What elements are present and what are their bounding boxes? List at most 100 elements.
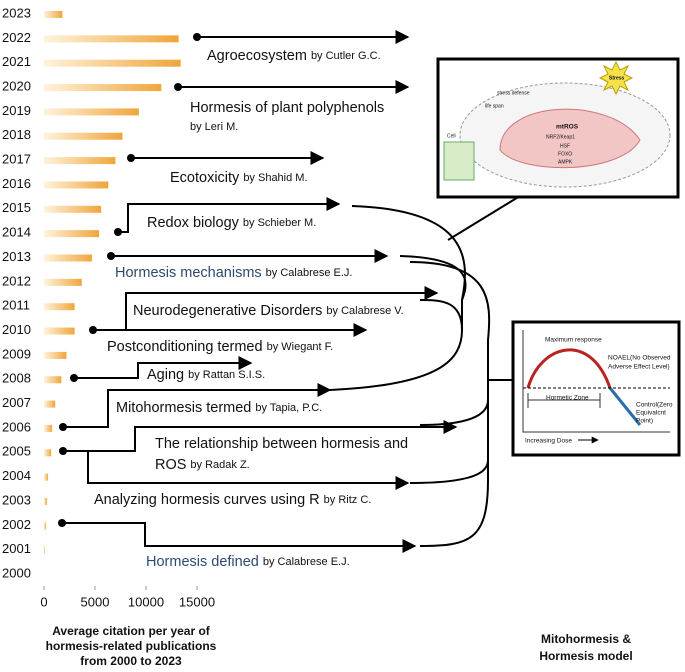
bar — [44, 449, 52, 457]
timeline-dot — [107, 252, 115, 260]
annotation-text: Ecotoxicity by Shahid M. — [170, 170, 308, 186]
curve-label: Equivalcnt — [636, 410, 666, 417]
annotation-author: by Calabrese E.J. — [266, 267, 353, 279]
timeline-dot — [193, 33, 201, 41]
timeline-arrow — [63, 420, 458, 452]
timeline-dot — [58, 519, 66, 527]
curve-label: NOAEL(No Observed — [608, 355, 671, 362]
timeline-dot — [59, 423, 67, 431]
curve-label: Point) — [636, 418, 653, 425]
mito-label: Cell — [447, 133, 456, 139]
bracket — [399, 255, 467, 301]
curve-label: Control(Zero — [636, 402, 673, 409]
x-axis-title: Average citation per year of — [52, 624, 211, 638]
timeline-dot — [70, 374, 78, 382]
year-label: 2001 — [2, 541, 31, 556]
inset-caption: Hormesis model — [539, 649, 632, 663]
year-label: 2003 — [2, 492, 31, 507]
year-label: 2016 — [2, 176, 31, 191]
annotation-text: Postconditioning termed by Wiegant F. — [107, 339, 333, 355]
annotation-author: by Leri M. — [190, 121, 238, 133]
annotation-text: Mitohormesis termed by Tapia, P.C. — [116, 400, 322, 416]
year-label: 2022 — [2, 30, 31, 45]
zone-bracket — [527, 393, 601, 408]
mito-label: stress defense — [497, 90, 530, 96]
annotation-title: Redox biology — [147, 215, 240, 231]
annotation-title: Aging — [147, 367, 184, 383]
annotation-author: by Radak Z. — [190, 459, 249, 471]
year-label: 2008 — [2, 371, 31, 386]
mito-label: HSF — [560, 143, 570, 149]
bar — [44, 522, 47, 530]
timeline-arrow — [125, 286, 439, 330]
annotation-title: Neurodegenerative Disorders — [133, 303, 322, 319]
annotation-text: Neurodegenerative Disorders by Calabrese … — [133, 303, 404, 319]
curve-label: Increasing Dose — [525, 438, 572, 445]
annotation-title: ROS — [155, 457, 186, 473]
timeline-dot — [89, 326, 97, 334]
annotation-author: by Schieber M. — [243, 217, 316, 229]
annotation-title: Analyzing hormesis curves using R — [94, 492, 320, 508]
annotation-author: by Shahid M. — [243, 172, 307, 184]
bar — [44, 278, 82, 286]
annotation-text: Aging by Rattan S.I.S. — [147, 367, 265, 383]
annotation-author: by Rattan S.I.S. — [188, 369, 265, 381]
year-label: 2002 — [2, 517, 31, 532]
bar — [44, 400, 56, 408]
year-label: 2009 — [2, 346, 31, 361]
curve-axes — [522, 330, 670, 433]
year-label: 2005 — [2, 444, 31, 459]
year-label: 2013 — [2, 249, 31, 264]
annotation-text: The relationship between hormesis and — [155, 436, 408, 452]
timeline-arrow — [62, 522, 417, 553]
x-tick-label: 10000 — [128, 594, 164, 609]
connectors — [329, 195, 521, 547]
year-label: 2014 — [2, 225, 31, 240]
mito-label: life span — [485, 103, 504, 109]
mito-label: mtROS — [556, 124, 579, 131]
timeline-dot — [174, 83, 182, 91]
x-tick-label: 15000 — [179, 594, 215, 609]
timeline-arrow — [63, 383, 332, 428]
timeline-arrow — [118, 197, 341, 233]
bar — [44, 205, 102, 213]
x-axis-title: hormesis-related publications — [46, 639, 217, 653]
bar — [44, 424, 53, 432]
annotation-author: by Ritz C. — [324, 494, 372, 506]
bar — [44, 498, 48, 505]
annotation-title: Postconditioning termed — [107, 339, 263, 355]
x-tick-label: 0 — [40, 594, 47, 609]
annotation-text: ROS by Radak Z. — [155, 457, 250, 473]
annotation-author: by Wiegant F. — [267, 341, 334, 353]
timeline-dot — [114, 228, 122, 236]
annotation-title: The relationship between hormesis and — [155, 436, 408, 452]
bar — [44, 230, 100, 238]
bar — [44, 11, 63, 18]
annotation-author: by Cutler G.C. — [311, 50, 381, 62]
year-label: 2006 — [2, 419, 31, 434]
year-label: 2015 — [2, 200, 31, 215]
annotation-title: Ecotoxicity — [170, 170, 240, 186]
annotation-text: Agroecosystem by Cutler G.C. — [207, 48, 381, 64]
timeline-arrow — [87, 451, 410, 490]
curve-label: Maximum response — [545, 337, 602, 344]
bar — [44, 59, 181, 67]
bar — [44, 108, 139, 116]
annotation-title: Hormesis of plant polyphenols — [190, 100, 384, 116]
bar — [44, 35, 179, 43]
bar — [44, 327, 75, 335]
bracket — [409, 261, 491, 547]
year-label: 2007 — [2, 395, 31, 410]
bar — [44, 473, 49, 481]
bar — [44, 351, 67, 359]
annotation-author: by Tapia, P.C. — [255, 402, 322, 414]
year-label: 2000 — [2, 565, 31, 580]
annotation-text: Hormesis mechanisms by Calabrese E.J. — [115, 265, 352, 281]
bar — [44, 546, 46, 554]
bracket — [329, 205, 466, 391]
bar — [44, 376, 62, 384]
stress-icon — [598, 60, 634, 96]
annotation-text: Redox biology by Schieber M. — [147, 215, 316, 231]
